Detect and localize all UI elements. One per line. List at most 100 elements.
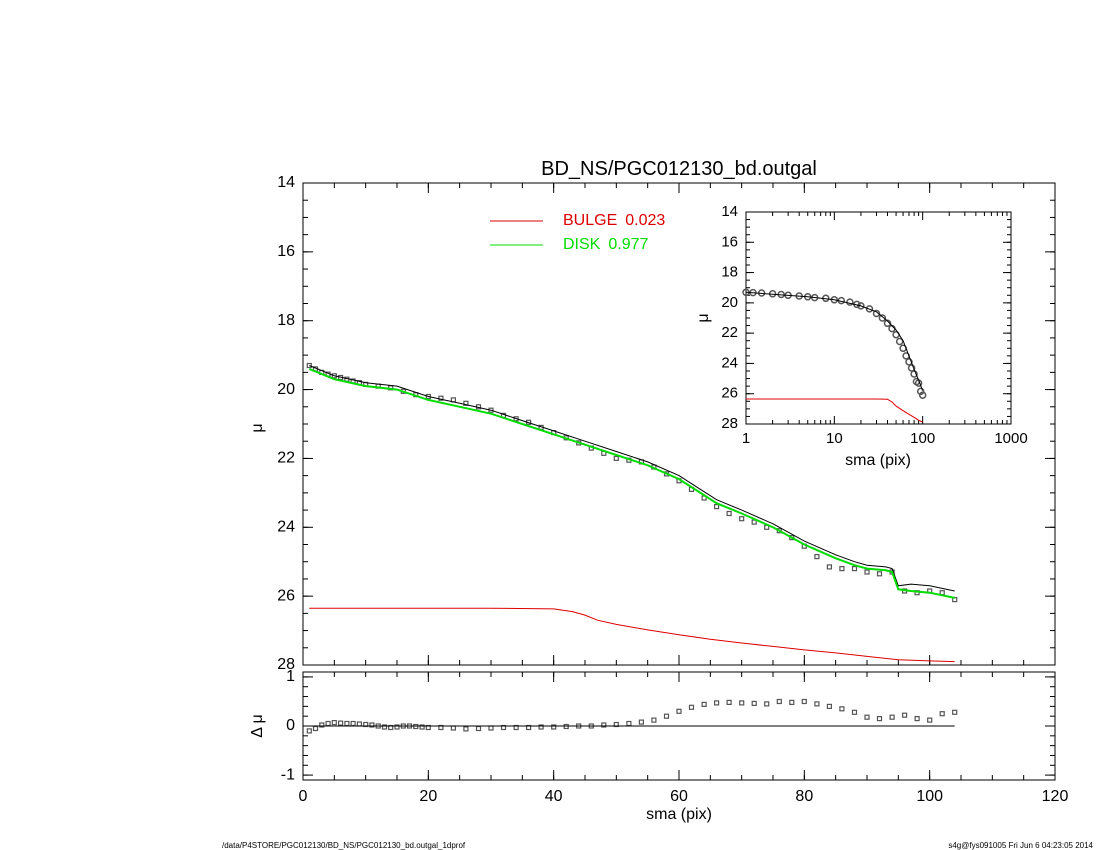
residual-residual-point-53 [851, 709, 858, 715]
residual-residual-point-54 [864, 714, 870, 720]
inset-plot-frame [745, 211, 1012, 425]
residual-residual-point-44 [739, 700, 745, 706]
residual-x-ticks: 0 20 40 60 80 100 120 [299, 672, 1069, 805]
residual-residual-point-21 [450, 725, 456, 731]
residual-series [306, 698, 958, 734]
y-tick-label-main-1: 16 [277, 243, 295, 260]
residual-residual-point-50 [814, 701, 820, 707]
residual-residual-point-28 [538, 724, 544, 730]
residual-residual-point-1 [312, 725, 319, 732]
y-tick-label-inset-4: 22 [721, 324, 738, 341]
footer-timestamp: s4g@fys091005 Fri Jun 6 04:23:05 2014 [948, 841, 1093, 850]
residual-residual-point-23 [475, 725, 482, 732]
legend: BULGE 0.023 DISK 0.977 [490, 212, 665, 253]
main-data-point-50 [876, 571, 883, 577]
y-tick-label-main-3: 20 [277, 381, 295, 398]
inset-x-axis-label: sma (pix) [845, 452, 911, 469]
inset-data-point-17 [878, 314, 887, 322]
y-tick-label-inset-6: 26 [721, 385, 738, 402]
residual-y-ticks: -1 0 1 [281, 668, 1055, 783]
residual-residual-point-35 [626, 720, 632, 727]
legend-label-disk: DISK 0.977 [563, 236, 648, 253]
residual-residual-point-52 [839, 706, 845, 712]
residual-residual-point-10 [369, 722, 375, 728]
residual-residual-point-40 [688, 704, 695, 710]
x-tick-label-residual-3: 60 [670, 788, 688, 805]
main-data-point-45 [814, 553, 820, 560]
y-tick-label-residual-2: 1 [286, 668, 295, 685]
residual-residual-point-37 [651, 717, 657, 723]
residual-residual-point-0 [306, 728, 312, 734]
legend-name-disk: DISK [563, 236, 601, 253]
x-tick-label-residual-4: 80 [795, 788, 813, 805]
residual-residual-point-38 [663, 713, 670, 719]
residual-residual-point-61 [952, 709, 958, 715]
main-data-point-38 [726, 510, 732, 517]
main-disk-line [308, 367, 955, 599]
main-y-ticks: 14 16 18 20 22 24 26 28 [277, 174, 1055, 673]
x-tick-label-inset-0: 1 [742, 430, 750, 447]
residual-residual-point-8 [356, 721, 362, 727]
residual-residual-point-3 [325, 720, 331, 727]
residual-residual-point-45 [751, 700, 757, 707]
residual-residual-point-24 [488, 725, 494, 731]
residual-residual-point-55 [876, 715, 883, 722]
main-y-axis-label: μ [249, 423, 266, 432]
residual-residual-point-2 [319, 722, 325, 728]
residual-x-axis-label: sma (pix) [646, 806, 712, 823]
x-tick-label-residual-5: 100 [916, 788, 943, 805]
inset-data-point-26 [910, 370, 918, 378]
main-series [306, 362, 958, 663]
y-tick-label-main-2: 18 [277, 312, 295, 329]
x-tick-label-inset-1: 10 [826, 430, 843, 447]
residual-residual-point-14 [394, 724, 400, 730]
inset-panel: 14 16 18 20 22 24 26 28 1 10 100 1000 μ sma (pix) [695, 203, 1028, 469]
y-tick-label-inset-7: 28 [721, 415, 738, 432]
x-tick-label-inset-3: 1000 [994, 430, 1027, 447]
x-tick-label-residual-6: 120 [1042, 788, 1069, 805]
x-tick-label-residual-1: 20 [419, 788, 437, 805]
legend-item-disk: DISK 0.977 [490, 236, 648, 253]
inset-data-point-21 [895, 337, 904, 346]
y-tick-label-inset-2: 18 [721, 264, 738, 281]
y-tick-label-main-5: 24 [277, 519, 295, 536]
residual-residual-point-6 [344, 720, 350, 727]
main-model-line [309, 365, 955, 592]
residual-residual-point-22 [463, 726, 469, 732]
y-tick-label-main-7: 28 [277, 656, 295, 673]
main-data-point-49 [864, 569, 870, 575]
residual-residual-point-58 [914, 715, 920, 722]
inset-data-point-12 [846, 298, 854, 306]
y-tick-label-inset-0: 14 [721, 203, 738, 220]
x-tick-label-residual-2: 40 [545, 788, 563, 805]
y-tick-label-main-0: 14 [277, 174, 295, 191]
inset-x-ticks: 1 10 100 1000 [742, 212, 1028, 447]
residual-residual-point-5 [338, 720, 344, 726]
residual-residual-point-46 [764, 701, 770, 707]
legend-item-bulge: BULGE 0.023 [490, 212, 665, 229]
main-data-point-46 [826, 564, 833, 570]
legend-label-bulge: BULGE 0.023 [563, 212, 665, 229]
inset-data-point-18 [883, 319, 892, 328]
inset-data-point-29 [916, 387, 925, 396]
residual-residual-point-4 [331, 719, 337, 726]
residual-residual-point-7 [350, 720, 356, 727]
inset-data-point-16 [872, 309, 881, 318]
main-data-point-37 [713, 504, 720, 510]
main-data-point-48 [851, 565, 858, 572]
residual-residual-point-60 [939, 711, 945, 717]
inset-data-point-14 [857, 302, 865, 310]
residual-residual-point-18 [419, 724, 425, 730]
residual-residual-point-59 [927, 717, 933, 723]
footer-path: /data/P4STORE/PGC012130/BD_NS/PGC012130_… [222, 841, 466, 850]
residual-residual-point-49 [801, 698, 807, 705]
y-tick-label-residual-1: 0 [286, 717, 295, 734]
main-data-point-0 [306, 362, 312, 369]
y-tick-label-main-6: 26 [277, 587, 295, 604]
y-tick-label-residual-0: -1 [281, 766, 295, 783]
residual-residual-point-33 [601, 722, 607, 728]
legend-value-disk: 0.977 [608, 236, 648, 253]
inset-data-point-24 [905, 358, 913, 366]
chart-title: BD_NS/PGC012130_bd.outgal [541, 158, 817, 180]
